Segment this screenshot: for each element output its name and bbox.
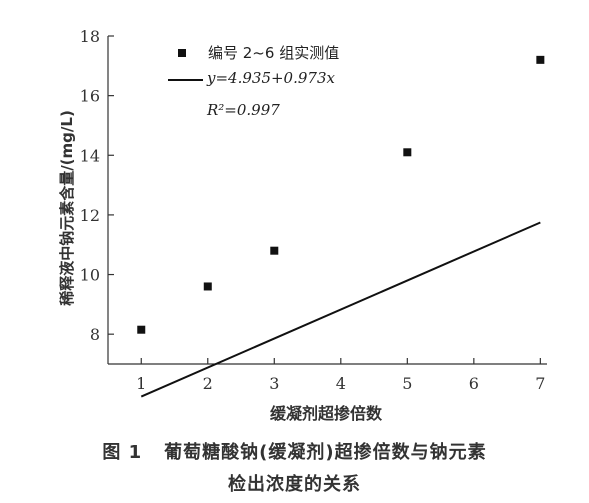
r-squared-label: R²=0.997 <box>206 101 280 119</box>
fit-line <box>140 221 541 398</box>
legend: 编号 2~6 组实测值 y=4.935+0.973x R²=0.997 <box>168 44 339 119</box>
data-point <box>403 148 412 157</box>
y-tick-label: 14 <box>80 146 100 165</box>
y-tick-label: 16 <box>80 87 100 106</box>
legend-fit-equation: y=4.935+0.973x <box>206 69 335 87</box>
x-axis-label: 缓凝剂超掺倍数 <box>269 404 383 423</box>
legend-series-label: 编号 2~6 组实测值 <box>208 44 339 62</box>
x-tick-label: 5 <box>402 374 412 393</box>
x-tick-label: 3 <box>269 374 279 393</box>
legend-marker-square <box>178 49 186 57</box>
data-point <box>203 282 212 291</box>
data-point <box>536 55 545 64</box>
x-tick-label: 1 <box>136 374 146 393</box>
data-point <box>270 246 279 255</box>
figure-number: 图 1 <box>102 442 143 463</box>
x-tick-label: 7 <box>535 374 545 393</box>
y-tick-label: 18 <box>80 27 100 46</box>
y-tick-label: 8 <box>90 325 100 344</box>
figure-caption-line-1: 图 1 葡萄糖酸钠(缓凝剂)超掺倍数与钠元素 <box>0 438 589 464</box>
y-tick-label: 12 <box>80 206 100 225</box>
y-axis-label: 稀释液中钠元素含量/(mg/L) <box>58 110 76 306</box>
figure-caption-line-2: 检出浓度的关系 <box>228 474 361 495</box>
data-point <box>137 325 146 334</box>
y-tick-label: 10 <box>80 266 100 285</box>
x-tick-label: 6 <box>469 374 479 393</box>
fit-line-path <box>140 221 541 398</box>
figure-caption-text: 葡萄糖酸钠(缓凝剂)超掺倍数与钠元素 <box>164 442 487 463</box>
x-tick-label: 2 <box>203 374 213 393</box>
x-tick-label: 4 <box>336 374 346 393</box>
data-points <box>137 55 545 334</box>
